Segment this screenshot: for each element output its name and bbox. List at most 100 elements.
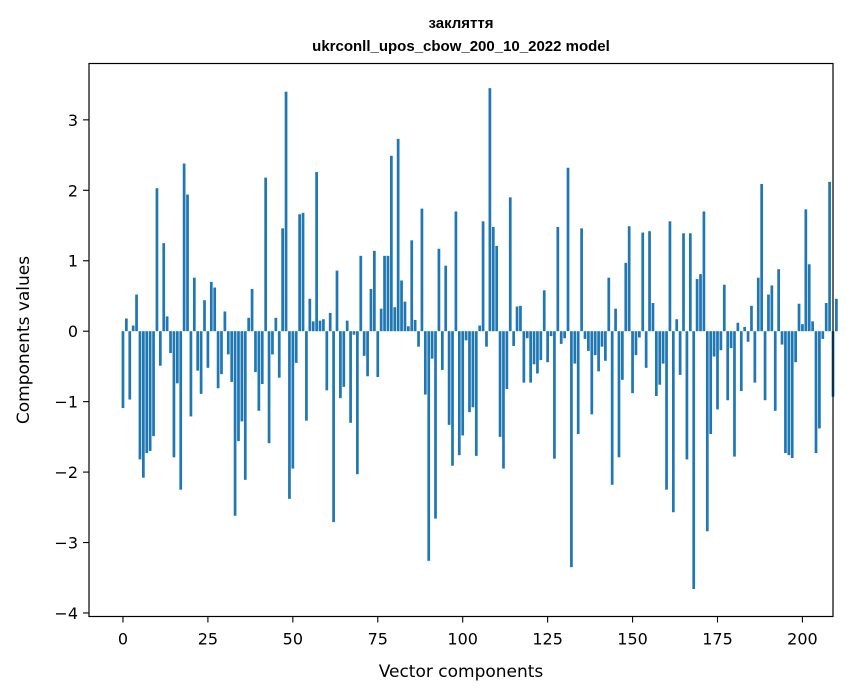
bar bbox=[481, 221, 485, 332]
y-tick-label: 2 bbox=[68, 181, 78, 200]
bar bbox=[709, 331, 713, 435]
bar bbox=[787, 331, 791, 456]
bar bbox=[267, 331, 271, 444]
bar bbox=[332, 331, 335, 523]
bar bbox=[801, 324, 804, 332]
y-tick-label: 1 bbox=[68, 252, 78, 271]
bar bbox=[454, 211, 458, 332]
bar bbox=[294, 331, 298, 363]
bar bbox=[733, 331, 736, 457]
bar bbox=[471, 331, 475, 408]
y-tick-label: −1 bbox=[54, 393, 78, 412]
bar bbox=[206, 331, 210, 368]
bar bbox=[342, 331, 346, 387]
bar bbox=[498, 331, 502, 437]
bar bbox=[417, 331, 420, 347]
bar bbox=[291, 331, 295, 469]
bar bbox=[281, 228, 284, 332]
y-axis: −4 −3 −2 −1 0 1 2 3 bbox=[54, 111, 89, 623]
bar bbox=[400, 280, 403, 332]
bar bbox=[814, 331, 818, 454]
bar bbox=[325, 331, 329, 391]
bar bbox=[209, 281, 213, 332]
bar bbox=[818, 331, 821, 429]
bar bbox=[624, 262, 628, 332]
bar bbox=[811, 321, 814, 332]
bar bbox=[182, 163, 186, 332]
bar bbox=[525, 331, 529, 339]
bar bbox=[767, 294, 770, 332]
bar bbox=[631, 331, 634, 394]
bar bbox=[213, 287, 217, 332]
bar bbox=[447, 331, 451, 425]
bar bbox=[661, 331, 665, 364]
y-tick-label: 0 bbox=[68, 322, 78, 341]
bar bbox=[590, 331, 594, 415]
bar bbox=[410, 240, 414, 332]
bar bbox=[485, 331, 488, 347]
bar bbox=[573, 331, 577, 364]
bar bbox=[478, 325, 482, 332]
bar bbox=[491, 226, 495, 332]
bar bbox=[604, 331, 607, 361]
bar bbox=[736, 322, 740, 332]
bar bbox=[539, 331, 543, 361]
bar bbox=[773, 331, 777, 411]
bar bbox=[688, 233, 692, 332]
bar bbox=[529, 331, 532, 383]
x-tick-label: 100 bbox=[447, 630, 478, 649]
bar bbox=[515, 306, 519, 332]
bar bbox=[328, 312, 332, 332]
bar bbox=[223, 311, 227, 332]
y-tick-label: −2 bbox=[54, 463, 78, 482]
bar bbox=[369, 288, 373, 332]
bar bbox=[444, 265, 448, 332]
bar bbox=[203, 300, 206, 332]
x-tick-label: 175 bbox=[702, 630, 733, 649]
bar bbox=[692, 331, 696, 590]
bar bbox=[702, 211, 706, 332]
bar bbox=[413, 319, 417, 332]
bar bbox=[406, 326, 410, 332]
bar bbox=[587, 331, 590, 351]
bar bbox=[349, 331, 352, 423]
bar bbox=[770, 285, 774, 332]
bar bbox=[386, 255, 390, 332]
bar bbox=[576, 331, 580, 435]
bar bbox=[192, 277, 196, 332]
bar bbox=[641, 232, 645, 332]
bar bbox=[451, 331, 454, 466]
bar bbox=[179, 331, 183, 490]
bar bbox=[158, 331, 162, 366]
bar bbox=[172, 331, 176, 458]
x-tick-label: 150 bbox=[617, 630, 648, 649]
bar bbox=[675, 319, 679, 332]
bar bbox=[777, 269, 780, 332]
bar bbox=[502, 331, 505, 469]
bar bbox=[464, 331, 468, 341]
bar bbox=[155, 188, 159, 332]
bar bbox=[756, 277, 760, 332]
bar bbox=[685, 331, 689, 460]
bar bbox=[379, 308, 383, 332]
bar bbox=[189, 331, 193, 417]
bar bbox=[835, 298, 838, 332]
bar bbox=[678, 331, 682, 375]
bar bbox=[277, 331, 281, 378]
bar bbox=[373, 250, 376, 332]
bar bbox=[339, 331, 342, 399]
bar bbox=[138, 331, 142, 460]
bar bbox=[607, 277, 611, 332]
x-tick-label: 25 bbox=[198, 630, 218, 649]
bar bbox=[665, 331, 668, 490]
x-tick-label: 125 bbox=[532, 630, 563, 649]
y-tick-label: 3 bbox=[68, 111, 78, 130]
bar bbox=[536, 331, 539, 374]
bar bbox=[729, 331, 733, 349]
bar bbox=[440, 331, 444, 370]
bar bbox=[566, 167, 570, 332]
bar bbox=[298, 214, 301, 332]
bar bbox=[828, 181, 831, 332]
bar bbox=[743, 326, 747, 332]
bar bbox=[824, 303, 828, 332]
